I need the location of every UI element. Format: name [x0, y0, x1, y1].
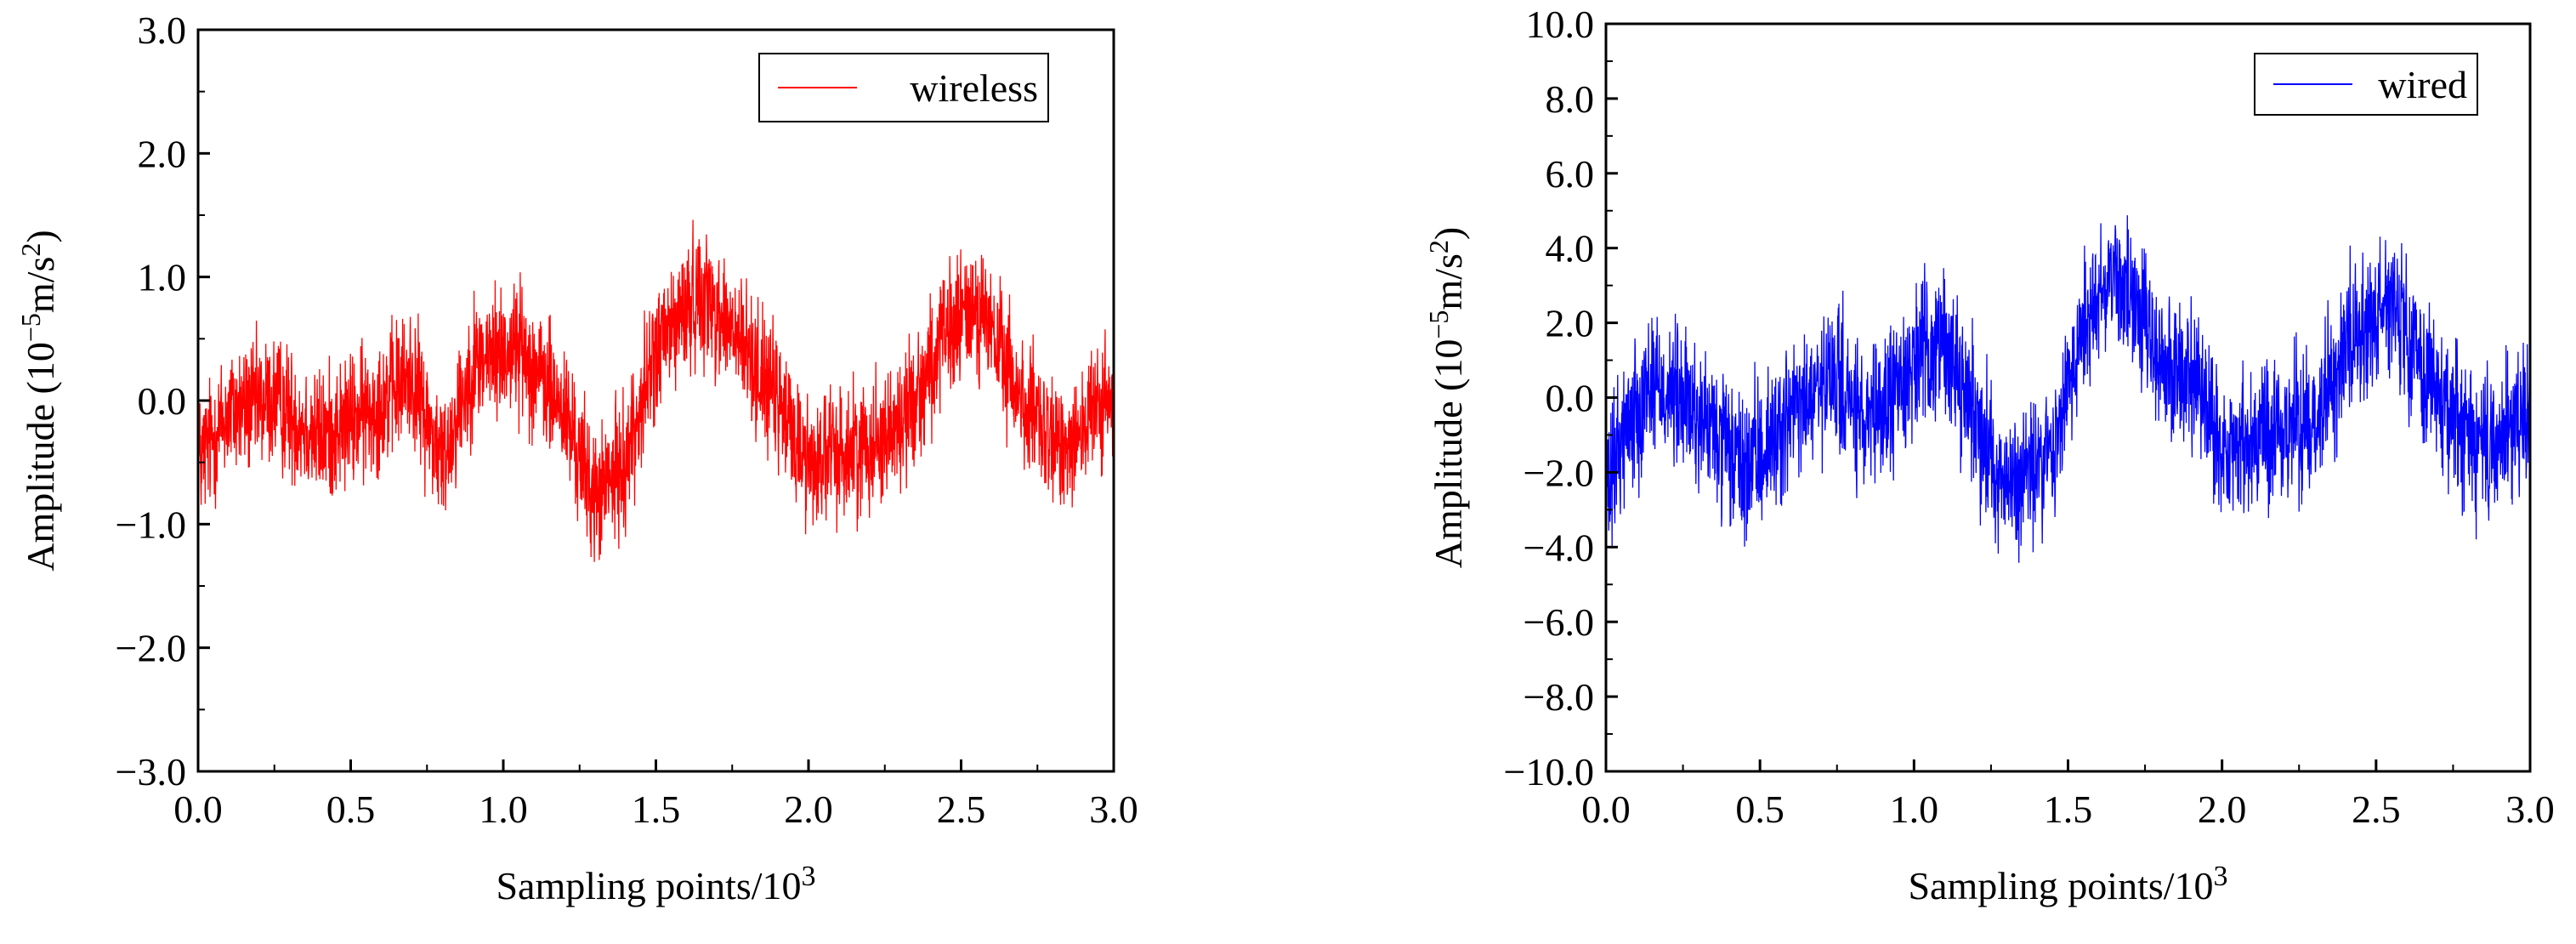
chart-wired: 0.0 0.5 1.0 1.5 2.0 2.5 3.0 −10.0−8.0−6.0−4.0−… [1423, 3, 2555, 907]
y-tick-label: −10.0 [1504, 750, 1594, 793]
y-tick-label: 1.0 [138, 256, 187, 299]
y-tick-label: −3.0 [116, 750, 186, 793]
x-tick-label: 2.0 [2198, 788, 2247, 831]
y-tick-label: 8.0 [1546, 77, 1595, 121]
y-axis: −3.0 −2.0 −1.0 0.0 1.0 2.0 3.0 [116, 9, 210, 793]
y-tick-label: −1.0 [116, 503, 186, 546]
x-axis: 0.0 0.5 1.0 1.5 2.0 2.5 3.0 [1581, 759, 2555, 831]
y-tick-label: 0.0 [1546, 377, 1595, 420]
x-tick-label: 0.0 [1581, 788, 1631, 831]
y-axis-title-exp2: 2 [1423, 240, 1454, 253]
x-tick-label: 2.5 [937, 788, 986, 831]
x-tick-label: 0.5 [1735, 788, 1784, 831]
x-axis: 0.0 0.5 1.0 1.5 2.0 2.5 3.0 [173, 759, 1138, 831]
y-tick-label: 3.0 [138, 9, 187, 52]
x-tick-label: 3.0 [2505, 788, 2555, 831]
y-tick-label: −6.0 [1523, 600, 1594, 644]
y-tick-label: 2.0 [1546, 302, 1595, 345]
x-tick-label: 1.0 [1890, 788, 1939, 831]
y-tick-label: 6.0 [1546, 152, 1595, 196]
x-tick-label: 0.0 [173, 788, 223, 831]
x-tick-label: 1.0 [479, 788, 528, 831]
x-tick-label: 2.0 [784, 788, 833, 831]
series-line-wireless [197, 219, 1115, 562]
y-axis-title-text: Amplitude (10 [19, 342, 62, 572]
y-tick-label: 4.0 [1546, 227, 1595, 270]
y-axis-title-text: Amplitude (10 [1427, 339, 1470, 569]
x-axis-title-exponent: 3 [802, 861, 816, 892]
y-axis-title-unit: m/s [19, 257, 62, 313]
y-tick-label: −2.0 [116, 627, 186, 670]
x-axis-title: Sampling points/103 [496, 861, 815, 907]
y-axis-title-close: ) [1427, 227, 1470, 240]
legend: wired [2254, 53, 2478, 116]
x-tick-label: 1.5 [2044, 788, 2093, 831]
x-tick-label: 0.5 [326, 788, 376, 831]
x-tick-label: 3.0 [1089, 788, 1138, 831]
y-axis-title-exp2: 2 [15, 243, 46, 257]
y-tick-label: −4.0 [1523, 526, 1594, 569]
x-axis-title-text: Sampling points/10 [496, 864, 801, 907]
chart-wireless: 0.0 0.5 1.0 1.5 2.0 2.5 3.0 −3.0 −2.0 −1.0 0.0 1.0… [15, 9, 1138, 907]
y-axis-title-exp1: −5 [15, 313, 46, 342]
x-axis-title-text: Sampling points/10 [1908, 864, 2213, 907]
legend: wireless [758, 53, 1049, 122]
y-axis-title-exp1: −5 [1423, 310, 1454, 339]
x-tick-label: 2.5 [2352, 788, 2401, 831]
series-line-wired [1605, 215, 2531, 563]
x-tick-label: 1.5 [632, 788, 681, 831]
y-axis-title-close: ) [19, 230, 62, 242]
y-tick-label: −8.0 [1523, 675, 1594, 719]
legend-label-wired: wired [2378, 63, 2467, 106]
y-tick-label: 10.0 [1526, 3, 1595, 46]
x-axis-title-exponent: 3 [2214, 861, 2228, 892]
y-tick-label: 0.0 [138, 379, 187, 423]
series-layer [1605, 215, 2531, 563]
y-axis-title: Amplitude (10−5m/s2) [15, 230, 62, 571]
series-layer [197, 219, 1115, 562]
legend-label-wireless: wireless [910, 66, 1038, 110]
y-tick-label: 2.0 [138, 132, 187, 175]
y-axis: −10.0 −8.0 −6.0 −4.0 −2.0 0.0 2.0 4.0 6.0 8.0 10.0 [1504, 3, 1618, 793]
y-tick-label: −2.0 [1523, 451, 1594, 494]
y-axis-title-unit: m/s [1427, 253, 1470, 310]
x-axis-title: Sampling points/103 [1908, 861, 2227, 907]
y-axis-title: Amplitude (10−5m/s2) [1423, 227, 1470, 568]
